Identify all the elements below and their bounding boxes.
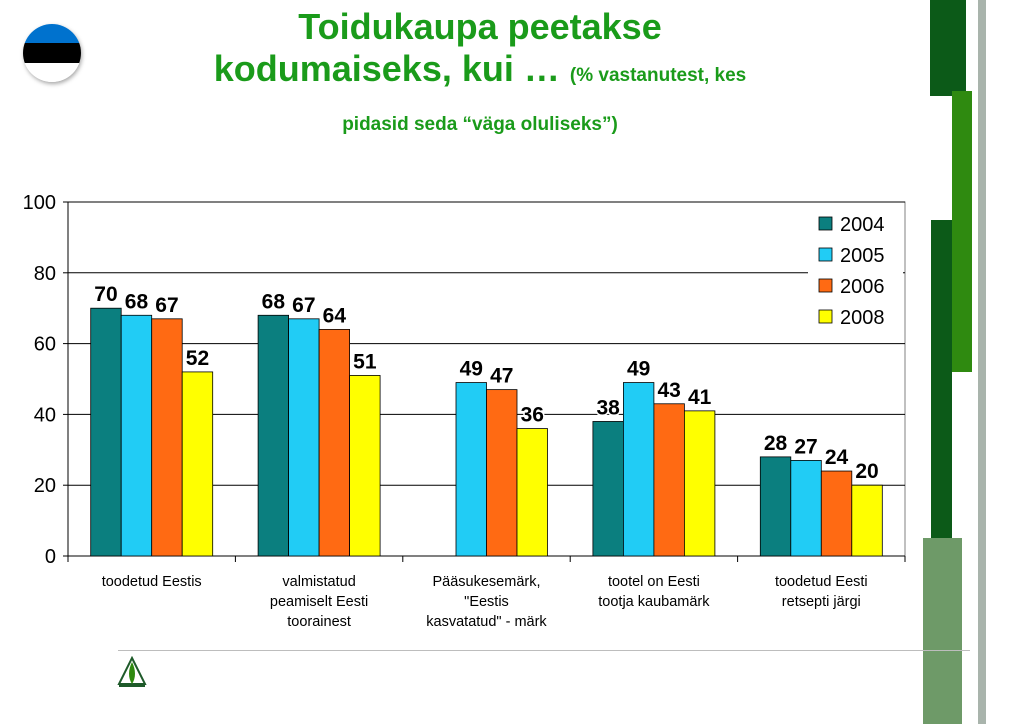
deco-line-grey [978,0,986,724]
bar [684,410,716,557]
data-label: 64 [323,304,347,327]
title-line-2: kodumaiseks, kui … (% vastanutest, kes [100,48,860,97]
flag-stripe-blue [23,24,81,44]
bar [318,329,351,557]
bar [455,382,487,557]
legend-swatch [818,216,833,231]
data-label: 51 [353,350,377,373]
data-label: 67 [155,294,178,317]
deco-bar-dark-top [930,0,966,96]
title-line-3: pidasid seda “väga oluliseks”) [342,114,618,135]
x-category-label: tootel on Eesti tootja kaubamärk [598,574,710,610]
bar [592,421,624,557]
data-label: 36 [521,404,544,427]
bar [90,307,122,557]
data-label: 24 [825,446,849,469]
legend-swatch [818,309,833,324]
logo-icon [117,656,147,687]
y-tick-label: 40 [34,404,56,426]
x-category-label: Pääsukesemärk, "Eestis kasvatatud" - märk [426,574,547,630]
legend-swatch [818,247,833,262]
title-line-1: Toidukaupa peetakse [298,6,662,47]
bar [820,470,853,557]
data-label: 43 [657,379,680,402]
bar [120,314,153,557]
legend-label: 2006 [840,276,885,298]
legend-swatch [818,278,833,293]
y-tick-label: 20 [34,475,56,497]
bar [349,375,381,557]
footer-divider [118,650,970,651]
bar [181,371,214,557]
x-category-label: toodetud Eesti retsepti järgi [774,574,868,610]
bar [623,382,655,557]
data-label: 41 [688,386,712,409]
data-label: 38 [596,396,620,419]
legend-label: 2004 [840,214,885,236]
data-label: 20 [855,460,878,483]
deco-bar-mid [952,91,972,372]
y-tick-label: 0 [45,546,56,568]
data-label: 52 [186,347,209,370]
slide-title: Toidukaupa peetakse kodumaiseks, kui … (… [100,6,860,137]
bar [790,460,822,557]
bar [653,403,685,557]
data-label: 68 [125,290,149,313]
data-label: 49 [627,358,650,381]
y-tick-label: 60 [34,334,56,356]
data-label: 47 [490,365,513,388]
x-category-label: valmistatud peamiselt Eesti toorainest [269,574,369,630]
title-line-2-sub: (% vastanutest, kes [569,65,747,86]
data-label: 49 [460,358,483,381]
y-tick-label: 100 [23,192,56,214]
data-label: 70 [94,283,117,306]
data-label: 28 [764,432,788,455]
x-category-label: toodetud Eestis [101,574,202,590]
bar [851,484,883,557]
legend-label: 2005 [840,245,885,267]
data-label: 67 [292,294,315,317]
bar [516,428,548,557]
bar [151,318,183,557]
bar [288,318,320,557]
title-line-2-main: kodumaiseks, kui … [213,48,560,89]
legend-label: 2008 [840,307,885,329]
data-label: 27 [794,435,817,458]
bar [257,314,290,557]
flag-stripe-black [23,43,81,63]
bar [486,389,518,557]
deco-bar-dark-bottom [931,220,952,587]
deco-bar-light [923,538,962,724]
estonia-flag-icon [23,24,81,82]
data-label: 68 [262,290,286,313]
bar [759,456,792,557]
y-tick-label: 80 [34,263,56,285]
flag-stripe-white [23,62,81,82]
